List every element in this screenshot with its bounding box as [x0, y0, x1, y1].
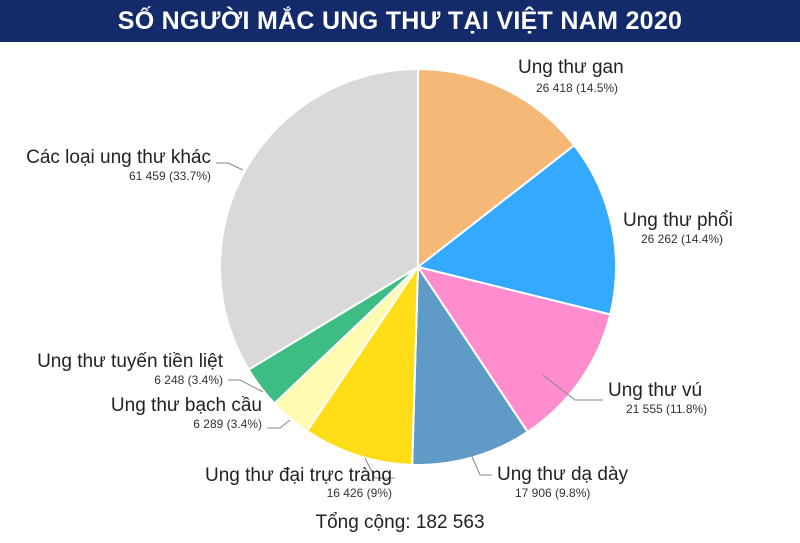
- pie-slice: [417, 67, 576, 270]
- title-bar: SỐ NGƯỜI MẮC UNG THƯ TẠI VIỆT NAM 2020: [0, 0, 800, 42]
- slice-value-label: 21 555 (11.8%): [626, 402, 707, 416]
- slice-value-label: 16 426 (9%): [327, 486, 392, 500]
- slice-value-label: 17 906 (9.8%): [515, 486, 590, 500]
- slice-value-label: 26 262 (14.4%): [641, 232, 723, 246]
- slice-label: Ung thư vú: [608, 380, 702, 401]
- pie-slice: [219, 67, 419, 371]
- slice-label: Các loại ung thư khác: [26, 147, 211, 168]
- slice-value-label: 61 459 (33.7%): [129, 169, 211, 183]
- slice-label: Ung thư đại trực tràng: [205, 465, 392, 486]
- pie-slice: [415, 265, 612, 434]
- leader-line: [469, 451, 492, 476]
- slice-label: Ung thư phổi: [623, 210, 733, 231]
- leader-line: [542, 374, 603, 401]
- total-value: 182 563: [415, 512, 485, 533]
- chart-title: SỐ NGƯỜI MẮC UNG THƯ TẠI VIỆT NAM 2020: [117, 6, 683, 35]
- total-line: Tổng cộng: 182 563: [0, 512, 800, 534]
- pie-slice: [305, 263, 420, 466]
- slice-value-label: 26 418 (14.5%): [536, 81, 618, 95]
- slice-label: Ung thư bạch cầu: [111, 395, 262, 416]
- total-label: Tổng cộng: [315, 512, 406, 533]
- slice-value-label: 6 248 (3.4%): [154, 373, 223, 387]
- leader-line: [364, 457, 395, 479]
- pie-slice: [415, 143, 617, 316]
- slice-label: Ung thư gan: [518, 57, 624, 78]
- leader-line: [228, 379, 264, 393]
- slice-value-label: 6 289 (3.4%): [193, 417, 262, 431]
- total-separator: :: [405, 512, 416, 533]
- slice-label: Ung thư tuyến tiền liệt: [37, 351, 224, 372]
- leader-line: [267, 419, 291, 429]
- leader-line: [216, 162, 244, 171]
- slice-label: Ung thư dạ dày: [497, 464, 629, 485]
